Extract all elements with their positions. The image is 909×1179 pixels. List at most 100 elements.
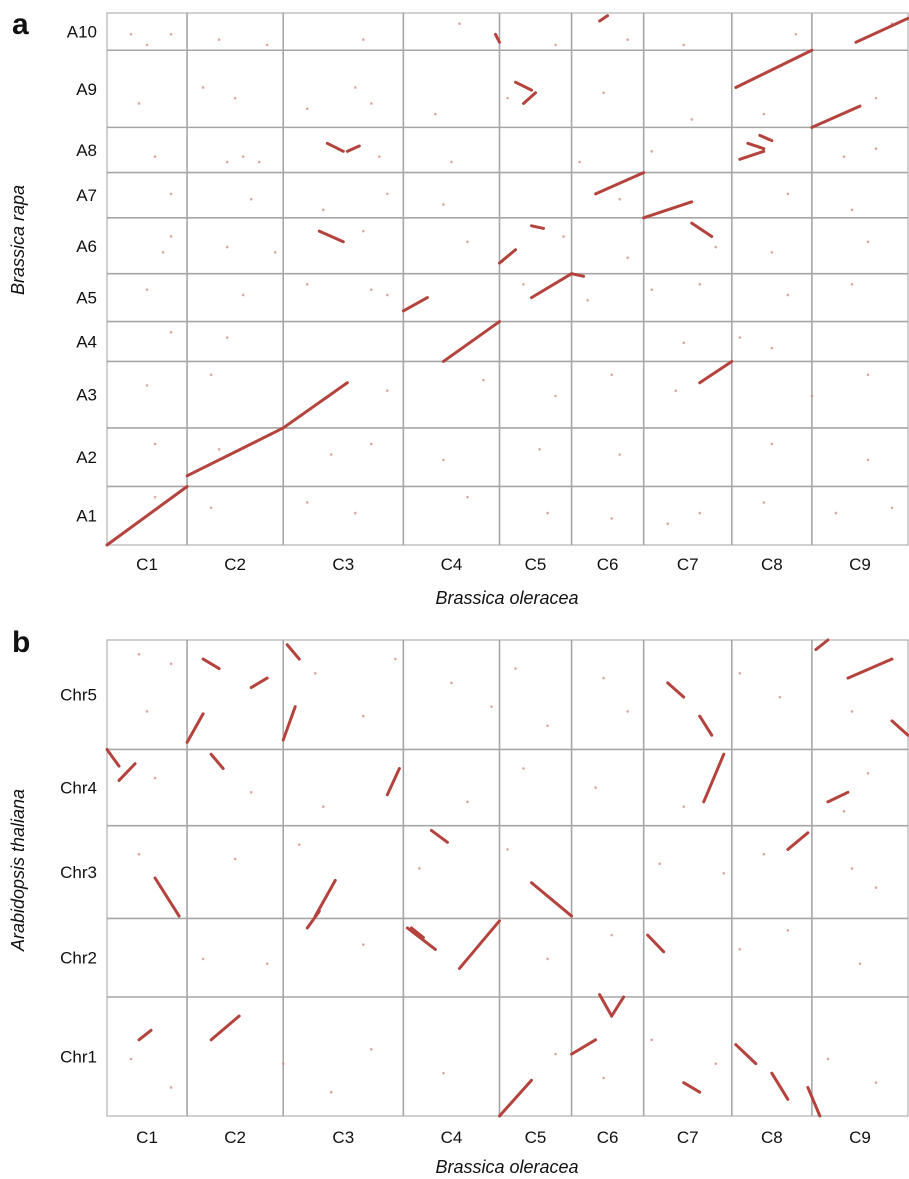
panel-a: a A1 A2 A3 A4 A5 A6 A7 A8 A9 A10 C1 C2 C3 C4 C5 C6 C7 C8…: [8, 8, 909, 608]
noise-point-b-5: [514, 667, 517, 670]
noise-point-a-23: [874, 96, 878, 100]
x-tick-label-b-c8: C8: [761, 1128, 783, 1147]
noise-point-a-30: [578, 160, 581, 164]
plot-area-b: [106, 639, 909, 1117]
noise-point-a-84: [618, 453, 621, 456]
noise-point-a-81: [370, 442, 373, 446]
synteny-block-a-9: [642, 200, 694, 220]
noise-point-b-39: [738, 948, 742, 951]
synteny-block-b-27: [846, 657, 894, 680]
noise-point-a-15: [305, 107, 309, 111]
noise-point-a-95: [698, 511, 702, 515]
noise-point-a-55: [305, 283, 309, 286]
noise-point-b-16: [249, 791, 253, 794]
noise-point-a-40: [786, 192, 790, 196]
noise-point-b-3: [394, 657, 397, 661]
noise-point-b-25: [233, 857, 237, 861]
noise-point-a-34: [169, 192, 173, 196]
noise-point-b-28: [506, 848, 509, 851]
synteny-block-a-19: [514, 80, 534, 92]
y-tick-label-b-chr3: Chr3: [60, 863, 97, 882]
synteny-block-b-13: [405, 926, 437, 951]
noise-point-a-68: [770, 346, 774, 350]
noise-point-b-23: [842, 810, 846, 813]
noise-point-b-1: [169, 662, 173, 666]
synteny-block-b-25: [770, 1071, 790, 1101]
synteny-block-b-3: [185, 712, 205, 744]
synteny-block-a-25: [530, 224, 546, 230]
x-tick-label-b-c2: C2: [224, 1128, 246, 1147]
noise-point-a-21: [690, 118, 694, 121]
noise-point-a-0: [129, 32, 133, 36]
synteny-block-a-0: [105, 484, 189, 547]
noise-point-b-6: [602, 676, 605, 680]
noise-point-b-38: [610, 933, 613, 937]
noise-point-a-96: [762, 501, 766, 504]
y-tick-label-b-chr1: Chr1: [60, 1048, 97, 1067]
x-axis-title-a: Brassica oleracea: [435, 588, 578, 608]
noise-point-b-41: [858, 962, 862, 965]
noise-point-b-17: [321, 805, 325, 808]
x-tick-label-b-c4: C4: [441, 1128, 463, 1147]
noise-point-a-8: [626, 38, 629, 41]
synteny-block-a-13: [810, 104, 862, 129]
synteny-block-b-5: [209, 1014, 241, 1042]
y-tick-labels-a: A1 A2 A3 A4 A5 A6 A7 A8 A9 A10: [67, 23, 97, 526]
noise-point-a-28: [378, 155, 381, 158]
noise-point-b-33: [874, 886, 878, 889]
x-tick-label-b-c1: C1: [136, 1128, 158, 1147]
noise-point-a-16: [354, 86, 357, 89]
noise-point-a-18: [434, 112, 437, 116]
synteny-block-a-17: [317, 229, 345, 244]
noise-point-b-31: [762, 852, 766, 856]
synteny-layer-a: [105, 14, 909, 547]
noise-point-b-46: [370, 1048, 373, 1051]
synteny-block-b-0: [105, 747, 121, 768]
noise-point-a-35: [249, 197, 253, 201]
x-tick-label-b-c6: C6: [597, 1128, 619, 1147]
noise-point-b-44: [281, 1062, 285, 1065]
noise-point-b-47: [442, 1071, 445, 1075]
x-tick-label-a-c7: C7: [677, 555, 699, 574]
synteny-block-b-8: [285, 643, 301, 661]
synteny-block-b-1: [117, 762, 137, 782]
x-tick-label-b-c5: C5: [525, 1128, 547, 1147]
noise-point-a-56: [370, 288, 373, 291]
noise-point-b-40: [786, 929, 790, 932]
y-tick-label-a-a7: A7: [76, 186, 97, 205]
noise-point-a-80: [329, 453, 333, 456]
synteny-block-a-5: [497, 248, 518, 265]
noise-point-a-73: [554, 394, 557, 398]
noise-point-a-24: [153, 155, 157, 158]
noise-point-a-6: [458, 22, 461, 25]
noise-point-a-51: [770, 251, 774, 254]
noise-point-a-9: [682, 43, 686, 47]
noise-point-a-67: [738, 336, 742, 339]
synteny-block-b-31: [385, 767, 401, 797]
noise-point-a-63: [850, 283, 854, 286]
noise-point-a-76: [810, 394, 814, 398]
synteny-block-b-33: [826, 790, 850, 804]
noise-point-a-36: [321, 208, 325, 212]
synteny-block-a-22: [746, 141, 766, 151]
noise-point-a-98: [890, 506, 894, 510]
synteny-block-b-19: [610, 995, 626, 1018]
synteny-block-a-10: [690, 221, 714, 238]
noise-point-a-52: [866, 240, 870, 244]
noise-point-a-46: [362, 229, 365, 233]
noise-point-a-69: [145, 384, 149, 387]
noise-point-a-43: [169, 235, 173, 238]
noise-point-a-12: [137, 102, 141, 105]
noise-point-a-42: [161, 251, 165, 254]
noise-point-b-26: [297, 843, 301, 846]
noise-point-a-1: [145, 43, 149, 47]
noise-point-a-29: [450, 160, 453, 164]
y-tick-label-a-a6: A6: [76, 237, 97, 256]
noise-point-a-32: [842, 155, 846, 158]
noise-point-a-54: [241, 293, 245, 297]
synteny-block-a-20: [598, 14, 610, 23]
noise-point-b-21: [682, 805, 686, 808]
x-axis-title-b: Brassica oleracea: [435, 1157, 578, 1177]
